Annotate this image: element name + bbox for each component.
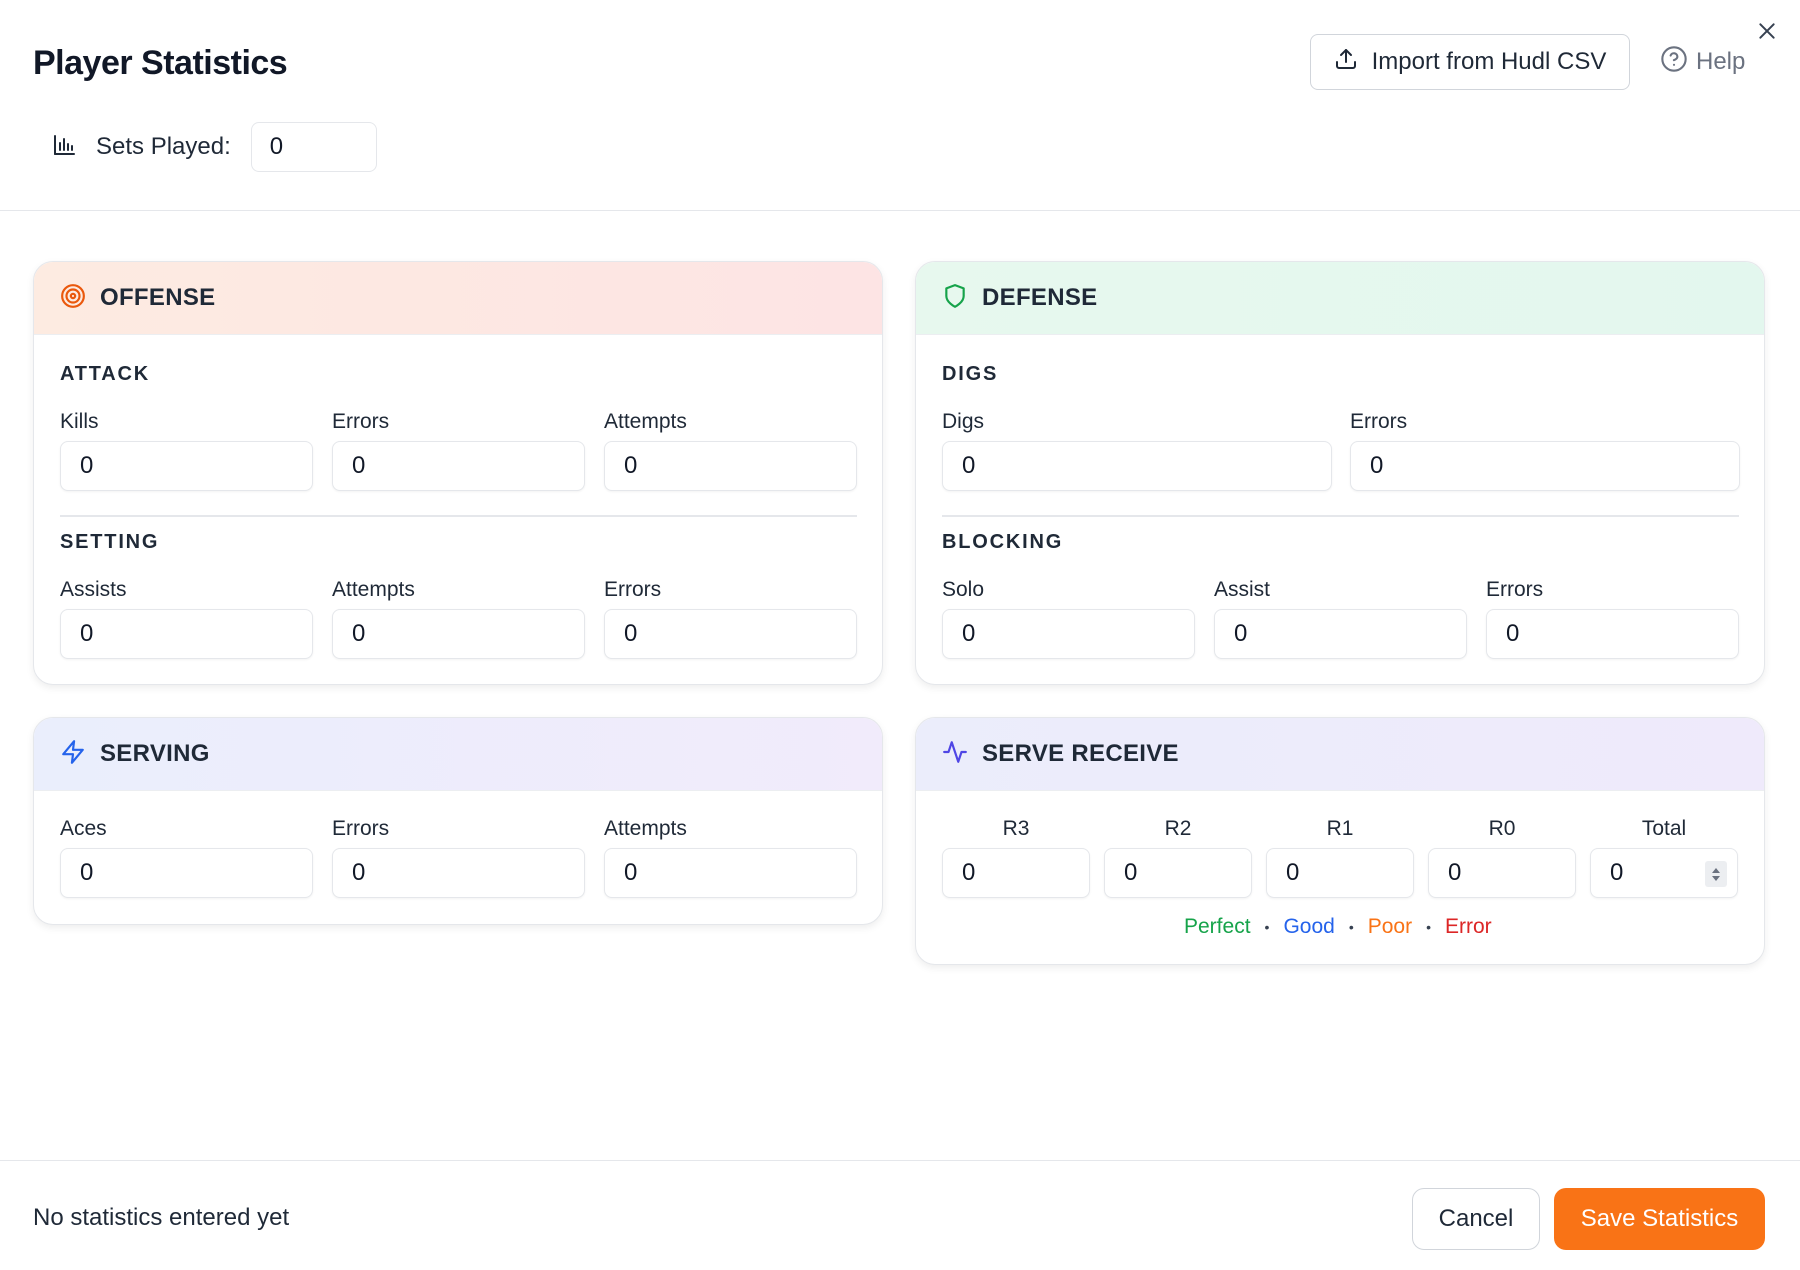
serve-receive-card: SERVE RECEIVE R3 R2 R1 R0 Total 0 0 0 0 …	[915, 717, 1765, 965]
setting-attempts-label: Attempts	[332, 578, 415, 601]
target-icon	[60, 283, 86, 314]
help-label: Help	[1696, 48, 1746, 75]
import-hudl-csv-button[interactable]: Import from Hudl CSV	[1310, 34, 1630, 90]
receive-legend: Perfect • Good • Poor • Error	[1184, 915, 1492, 939]
setting-attempts-input[interactable]: 0	[332, 609, 585, 659]
legend-separator: •	[1264, 919, 1270, 935]
setting-assists-input[interactable]: 0	[60, 609, 313, 659]
setting-section-title: SETTING	[60, 531, 160, 553]
shield-icon	[942, 283, 968, 314]
close-button[interactable]	[1754, 20, 1780, 46]
receive-r1-input[interactable]: 0	[1266, 848, 1414, 898]
attack-errors-input[interactable]: 0	[332, 441, 585, 491]
setting-errors-label: Errors	[604, 578, 662, 601]
receive-r1-label: R1	[1326, 817, 1354, 840]
serving-errors-input[interactable]: 0	[332, 848, 585, 898]
offense-title: OFFENSE	[100, 284, 216, 311]
upload-icon	[1334, 47, 1358, 78]
blocking-section-title: BLOCKING	[942, 531, 1064, 553]
receive-total-label: Total	[1641, 817, 1687, 840]
save-statistics-button[interactable]: Save Statistics	[1554, 1188, 1765, 1250]
serving-errors-label: Errors	[332, 817, 390, 840]
section-divider	[60, 515, 857, 517]
sets-played-input[interactable]: 0	[250, 122, 377, 172]
attack-kills-label: Kills	[60, 410, 99, 433]
legend-separator: •	[1348, 919, 1354, 935]
legend-error: Error	[1444, 915, 1492, 938]
blocking-solo-label: Solo	[942, 578, 985, 601]
receive-total-input[interactable]: 0	[1590, 848, 1738, 898]
receive-r0-label: R0	[1488, 817, 1516, 840]
close-icon	[1757, 21, 1777, 46]
legend-perfect: Perfect	[1184, 915, 1251, 938]
digs-errors-input[interactable]: 0	[1350, 441, 1740, 491]
receive-r3-input[interactable]: 0	[942, 848, 1090, 898]
receive-total-value: 0	[1610, 859, 1624, 886]
status-text: No statistics entered yet	[33, 1204, 290, 1231]
serve-receive-card-header: SERVE RECEIVE	[916, 718, 1764, 791]
attack-attempts-label: Attempts	[604, 410, 687, 433]
offense-card-header: OFFENSE	[34, 262, 882, 335]
attack-kills-input[interactable]: 0	[60, 441, 313, 491]
sets-played-row: Sets Played: 0	[52, 122, 377, 172]
cancel-button[interactable]: Cancel	[1412, 1188, 1540, 1250]
serving-card-header: SERVING	[34, 718, 882, 791]
blocking-solo-input[interactable]: 0	[942, 609, 1195, 659]
zap-icon	[60, 739, 86, 770]
blocking-errors-input[interactable]: 0	[1486, 609, 1739, 659]
legend-good: Good	[1283, 915, 1335, 938]
defense-title: DEFENSE	[982, 284, 1098, 311]
attack-errors-label: Errors	[332, 410, 390, 433]
receive-r2-input[interactable]: 0	[1104, 848, 1252, 898]
legend-poor: Poor	[1367, 915, 1413, 938]
import-button-label: Import from Hudl CSV	[1371, 48, 1607, 75]
setting-assists-label: Assists	[60, 578, 127, 601]
setting-errors-input[interactable]: 0	[604, 609, 857, 659]
help-circle-icon	[1660, 45, 1688, 80]
defense-card: DEFENSE DIGS Digs Errors 0 0 BLOCKING So…	[915, 261, 1765, 685]
digs-section-title: DIGS	[942, 363, 999, 385]
serving-title: SERVING	[100, 740, 210, 767]
help-button[interactable]: Help	[1660, 44, 1745, 80]
attack-attempts-input[interactable]: 0	[604, 441, 857, 491]
serving-attempts-input[interactable]: 0	[604, 848, 857, 898]
defense-card-header: DEFENSE	[916, 262, 1764, 335]
attack-section-title: ATTACK	[60, 363, 151, 385]
serving-aces-input[interactable]: 0	[60, 848, 313, 898]
page-title: Player Statistics	[33, 44, 288, 82]
blocking-errors-label: Errors	[1486, 578, 1544, 601]
serving-attempts-label: Attempts	[604, 817, 687, 840]
legend-separator: •	[1426, 919, 1431, 935]
blocking-assist-input[interactable]: 0	[1214, 609, 1467, 659]
offense-card: OFFENSE ATTACK Kills Errors Attempts 0 0…	[33, 261, 883, 685]
digs-digs-label: Digs	[942, 410, 985, 433]
bar-chart-icon	[52, 133, 76, 162]
dialog-header: Player Statistics Import from Hudl CSV H…	[0, 0, 1800, 211]
dialog-footer: No statistics entered yet Cancel Save St…	[0, 1160, 1800, 1270]
blocking-assist-label: Assist	[1214, 578, 1271, 601]
sets-played-label: Sets Played:	[96, 133, 231, 160]
receive-r0-input[interactable]: 0	[1428, 848, 1576, 898]
serving-card: SERVING Aces Errors Attempts 0 0 0	[33, 717, 883, 925]
activity-icon	[942, 739, 968, 770]
receive-r3-label: R3	[1002, 817, 1030, 840]
receive-r2-label: R2	[1164, 817, 1192, 840]
serve-receive-title: SERVE RECEIVE	[982, 740, 1179, 767]
digs-errors-label: Errors	[1350, 410, 1408, 433]
section-divider	[942, 515, 1739, 517]
serving-aces-label: Aces	[60, 817, 107, 840]
number-spinner[interactable]	[1705, 861, 1727, 887]
digs-digs-input[interactable]: 0	[942, 441, 1332, 491]
